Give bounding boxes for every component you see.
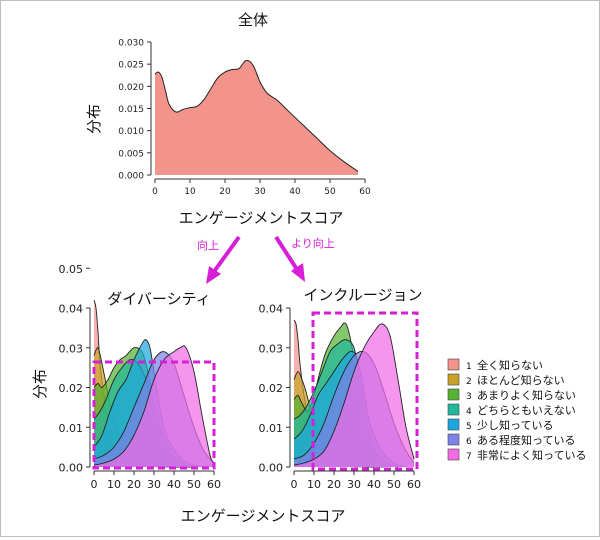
bottom-y-axis-label: 分布 bbox=[31, 369, 49, 399]
overall-y-tick-label: 0.010 bbox=[118, 127, 144, 137]
diversity-y-tick-label: 0.00 bbox=[59, 462, 84, 475]
diversity-y-tick-label: 0.03 bbox=[59, 342, 84, 355]
overall-x-tick-label: 20 bbox=[219, 187, 231, 197]
diversity-chart: ダイバーシティ 分布 0 10 20 30 40 50 60 0.00 0.01 0.02 0.03… bbox=[31, 263, 221, 491]
legend-number-1: 1 bbox=[466, 362, 472, 372]
legend-swatch-4 bbox=[447, 403, 460, 416]
legend-swatch-7 bbox=[447, 448, 460, 461]
overall-y-tick-label: 0.015 bbox=[118, 105, 144, 115]
overall-chart-title: 全体 bbox=[238, 11, 268, 29]
legend-label-1: 全く知らない bbox=[477, 358, 543, 372]
inclusion-x-tick-label: 40 bbox=[367, 478, 381, 491]
arrow-left-head bbox=[206, 266, 221, 284]
overall-x-tick-label: 40 bbox=[289, 187, 301, 197]
diversity-x-tick-label: 30 bbox=[147, 478, 161, 491]
legend-number-7: 7 bbox=[466, 452, 472, 462]
overall-y-tick-label: 0.005 bbox=[118, 149, 144, 159]
overall-y-tick-label: 0.030 bbox=[118, 39, 144, 49]
inclusion-chart-title: インクルージョン bbox=[303, 286, 422, 304]
diversity-area-7 bbox=[94, 345, 214, 467]
overall-x-tick-label: 10 bbox=[184, 187, 196, 197]
inclusion-chart: インクルージョン 0 10 20 30 40 50 60 0.00 0.01 0.02 0.03 0.… bbox=[259, 286, 423, 491]
diversity-y-tick-label: 0.04 bbox=[59, 303, 84, 316]
legend-swatch-2 bbox=[447, 373, 460, 386]
arrow-right-shaft bbox=[274, 235, 300, 273]
overall-y-axis-label: 分布 bbox=[85, 104, 103, 134]
inclusion-y-tick-label: 0.00 bbox=[259, 462, 284, 475]
legend-swatch-3 bbox=[447, 388, 460, 401]
overall-y-tick-label: 0.025 bbox=[118, 61, 144, 71]
inclusion-area-7 bbox=[294, 323, 414, 467]
legend-number-6: 6 bbox=[466, 437, 472, 447]
overall-x-tick-label: 50 bbox=[324, 187, 336, 197]
legend-label-6: ある程度知っている bbox=[477, 433, 575, 447]
legend-swatch-5 bbox=[447, 418, 460, 431]
overall-area-1 bbox=[155, 60, 358, 175]
inclusion-x-tick-label: 60 bbox=[407, 478, 421, 491]
overall-x-tick-label: 60 bbox=[359, 187, 371, 197]
bottom-x-axis-label: エンゲージメントスコア bbox=[181, 507, 346, 525]
diversity-y-tick-label: 0.01 bbox=[59, 422, 84, 435]
inclusion-y-tick-label: 0.04 bbox=[259, 303, 284, 316]
inclusion-y-tick-label: 0.03 bbox=[259, 342, 284, 355]
diversity-line-7 bbox=[93, 345, 215, 466]
inclusion-y-tick-label: 0.01 bbox=[259, 422, 284, 435]
overall-y-tick-label: 0.020 bbox=[118, 83, 144, 93]
inclusion-x-tick-label: 30 bbox=[347, 478, 361, 491]
inclusion-x-tick-label: 10 bbox=[307, 478, 321, 491]
legend: 1 全く知らない 2 ほとんど知らない 3 あまりよく知らない 4 どちらともいえない 5 少し知… bbox=[447, 358, 586, 462]
inclusion-x-tick-label: 20 bbox=[327, 478, 341, 491]
arrow-left-label: 向上 bbox=[197, 238, 219, 252]
legend-label-7: 非常によく知っている bbox=[477, 448, 586, 462]
diversity-x-tick-label: 20 bbox=[127, 478, 141, 491]
diversity-x-tick-label: 50 bbox=[187, 478, 201, 491]
overall-x-axis-label: エンゲージメントスコア bbox=[179, 209, 344, 227]
legend-label-2: ほとんど知らない bbox=[477, 373, 565, 387]
legend-swatch-1 bbox=[447, 358, 460, 371]
overall-x-tick-label: 0 bbox=[152, 187, 158, 197]
inclusion-y-tick-label: 0.02 bbox=[259, 382, 284, 395]
inclusion-x-tick-label: 50 bbox=[387, 478, 401, 491]
legend-number-3: 3 bbox=[466, 392, 472, 402]
legend-label-5: 少し知っている bbox=[477, 418, 553, 432]
overall-chart: 全体 分布 エンゲージメントスコア 0 10 20 30 40 50 60 0.000 0.00… bbox=[85, 11, 371, 227]
diversity-x-tick-label: 0 bbox=[91, 478, 98, 491]
legend-label-3: あまりよく知らない bbox=[477, 388, 576, 402]
overall-x-tick-label: 30 bbox=[254, 187, 266, 197]
inclusion-line-7 bbox=[293, 323, 415, 466]
diversity-x-tick-label: 10 bbox=[107, 478, 121, 491]
diversity-x-tick-label: 60 bbox=[207, 478, 221, 491]
legend-label-4: どちらともいえない bbox=[477, 404, 576, 417]
arrow-right-label: より向上 bbox=[291, 236, 335, 250]
arrows: 向上 より向上 bbox=[197, 235, 335, 284]
diversity-y-tick-label: 0.02 bbox=[59, 382, 84, 395]
legend-swatch-6 bbox=[447, 433, 460, 446]
diversity-highlight-box bbox=[92, 360, 216, 470]
inclusion-x-tick-label: 0 bbox=[291, 478, 298, 491]
diversity-chart-title: ダイバーシティ bbox=[107, 290, 211, 308]
arrow-right-head bbox=[291, 263, 305, 282]
legend-number-5: 5 bbox=[466, 422, 472, 432]
arrow-left-shaft bbox=[211, 235, 241, 275]
legend-number-2: 2 bbox=[466, 377, 472, 387]
overall-line-1 bbox=[154, 59, 359, 172]
diversity-x-tick-label: 40 bbox=[167, 478, 181, 491]
legend-number-4: 4 bbox=[466, 407, 472, 417]
overall-y-tick-label: 0.000 bbox=[118, 172, 144, 182]
diversity-y-tick-label: 0.05 bbox=[59, 263, 84, 276]
inclusion-highlight-box bbox=[311, 311, 419, 471]
